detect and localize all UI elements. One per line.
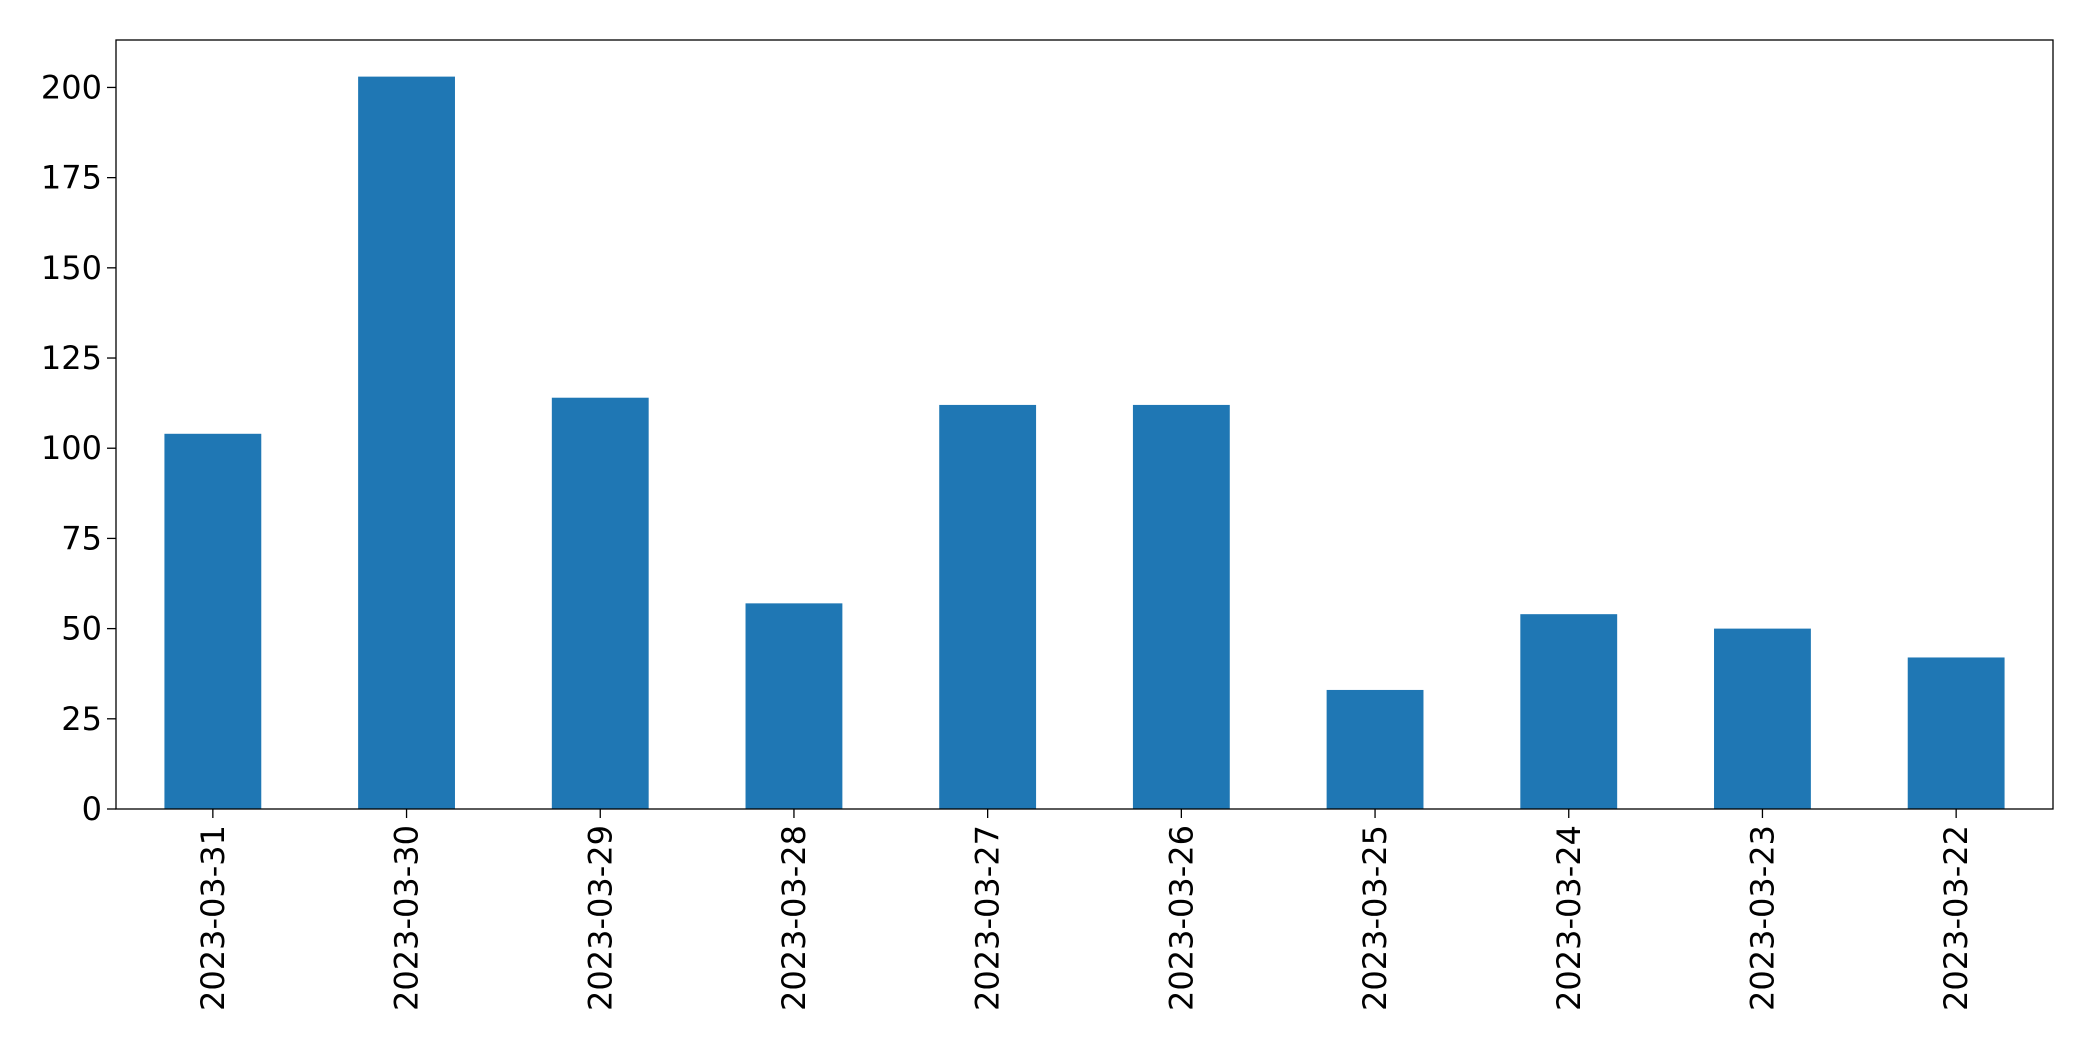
bar — [164, 433, 262, 809]
x-tick-label: 2023-03-27 — [969, 825, 1007, 1011]
y-tick-label: 75 — [61, 519, 102, 557]
x-tick-label: 2023-03-23 — [1743, 825, 1781, 1011]
bar — [745, 603, 843, 809]
bar — [1714, 628, 1811, 809]
bar — [1326, 689, 1424, 809]
x-tick-label: 2023-03-24 — [1550, 825, 1588, 1011]
bar — [939, 404, 1037, 809]
y-tick-label: 25 — [61, 700, 102, 738]
x-tick-label: 2023-03-31 — [194, 825, 232, 1011]
bar — [1520, 614, 1618, 809]
y-tick-label: 200 — [41, 68, 102, 106]
x-tick-label: 2023-03-30 — [388, 825, 426, 1011]
bar — [1907, 657, 2005, 809]
y-tick-label: 150 — [41, 249, 102, 287]
plot-frame — [115, 39, 2054, 810]
y-tick-label: 125 — [41, 339, 102, 377]
x-tick-label: 2023-03-26 — [1162, 825, 1200, 1011]
y-tick-label: 0 — [82, 790, 102, 828]
bar — [1132, 404, 1230, 809]
bar — [358, 76, 455, 810]
x-tick-label: 2023-03-25 — [1356, 825, 1394, 1011]
y-tick-label: 100 — [41, 429, 102, 467]
y-tick-label: 175 — [41, 159, 102, 197]
x-tick-label: 2023-03-29 — [581, 825, 619, 1011]
bar — [551, 397, 649, 809]
y-tick-label: 50 — [61, 610, 102, 648]
x-tick-label: 2023-03-28 — [775, 825, 813, 1011]
x-tick-label: 2023-03-22 — [1937, 825, 1975, 1011]
